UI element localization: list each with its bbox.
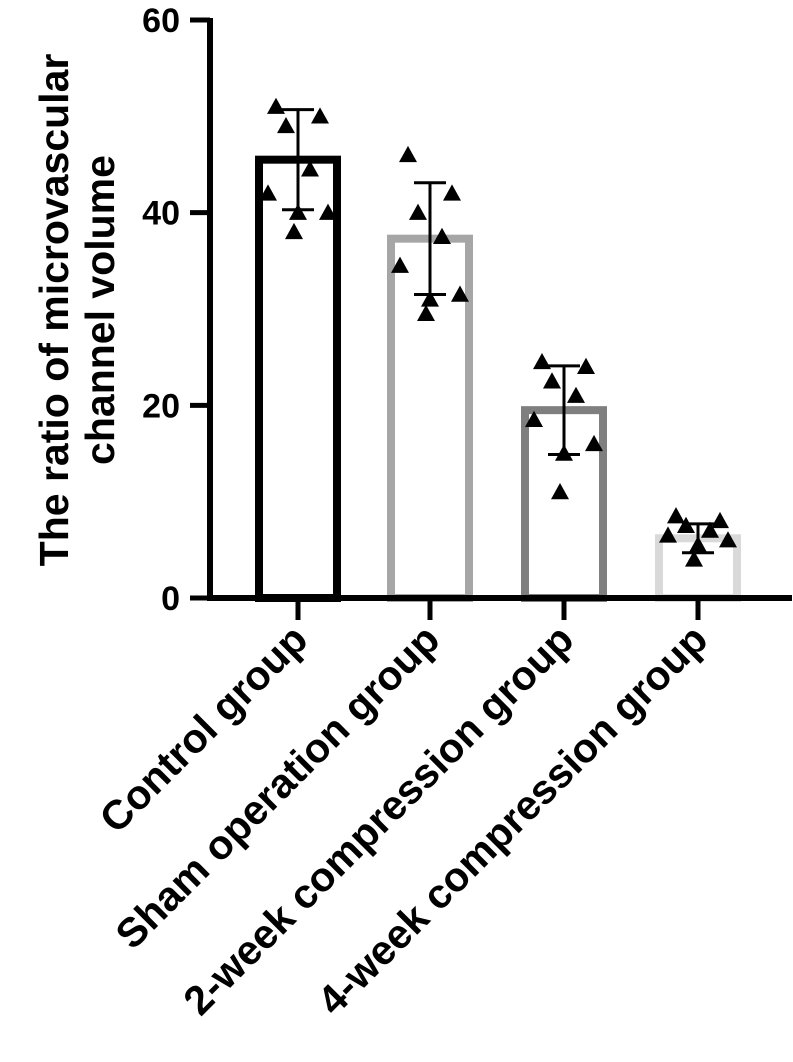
data-point <box>711 511 729 529</box>
data-point <box>451 285 469 302</box>
data-point <box>443 184 461 201</box>
data-point <box>577 357 595 374</box>
y-axis-label-line-1: The ratio of microvascular <box>31 54 77 567</box>
y-axis-ticks: 0 20 40 60 <box>142 2 210 618</box>
bar <box>255 155 341 603</box>
data-point <box>433 227 451 244</box>
y-axis-label: The ratio of microvascular channel volum… <box>31 54 123 567</box>
data-point <box>551 483 569 500</box>
y-tick-label: 20 <box>142 387 180 425</box>
data-point <box>659 526 677 543</box>
data-point <box>585 434 603 452</box>
data-point <box>285 222 303 240</box>
data-point <box>409 203 427 220</box>
data-point <box>677 516 695 533</box>
y-tick-label: 0 <box>161 580 180 618</box>
data-point <box>301 160 319 177</box>
data-point <box>399 145 417 163</box>
data-point <box>525 410 543 427</box>
y-tick-label: 60 <box>142 2 180 40</box>
data-point <box>417 304 435 322</box>
data-point <box>685 550 703 567</box>
data-point <box>289 203 307 220</box>
data-point <box>689 536 707 553</box>
x-axis-ticks <box>295 598 701 620</box>
y-axis-label-line-2: channel volume <box>77 155 123 465</box>
error-bars <box>282 108 714 555</box>
data-point <box>421 290 439 307</box>
data-point <box>277 116 295 134</box>
data-point <box>701 521 719 538</box>
data-point <box>719 531 737 548</box>
data-points <box>259 97 737 567</box>
data-point <box>667 507 685 524</box>
data-point <box>533 352 551 370</box>
data-point <box>543 372 561 389</box>
data-point <box>311 107 329 124</box>
data-point <box>567 386 585 403</box>
y-tick-label: 40 <box>142 195 180 233</box>
data-point <box>319 203 337 220</box>
data-point <box>259 184 277 201</box>
data-point <box>267 97 285 114</box>
data-point <box>555 444 573 461</box>
data-point <box>391 256 409 273</box>
